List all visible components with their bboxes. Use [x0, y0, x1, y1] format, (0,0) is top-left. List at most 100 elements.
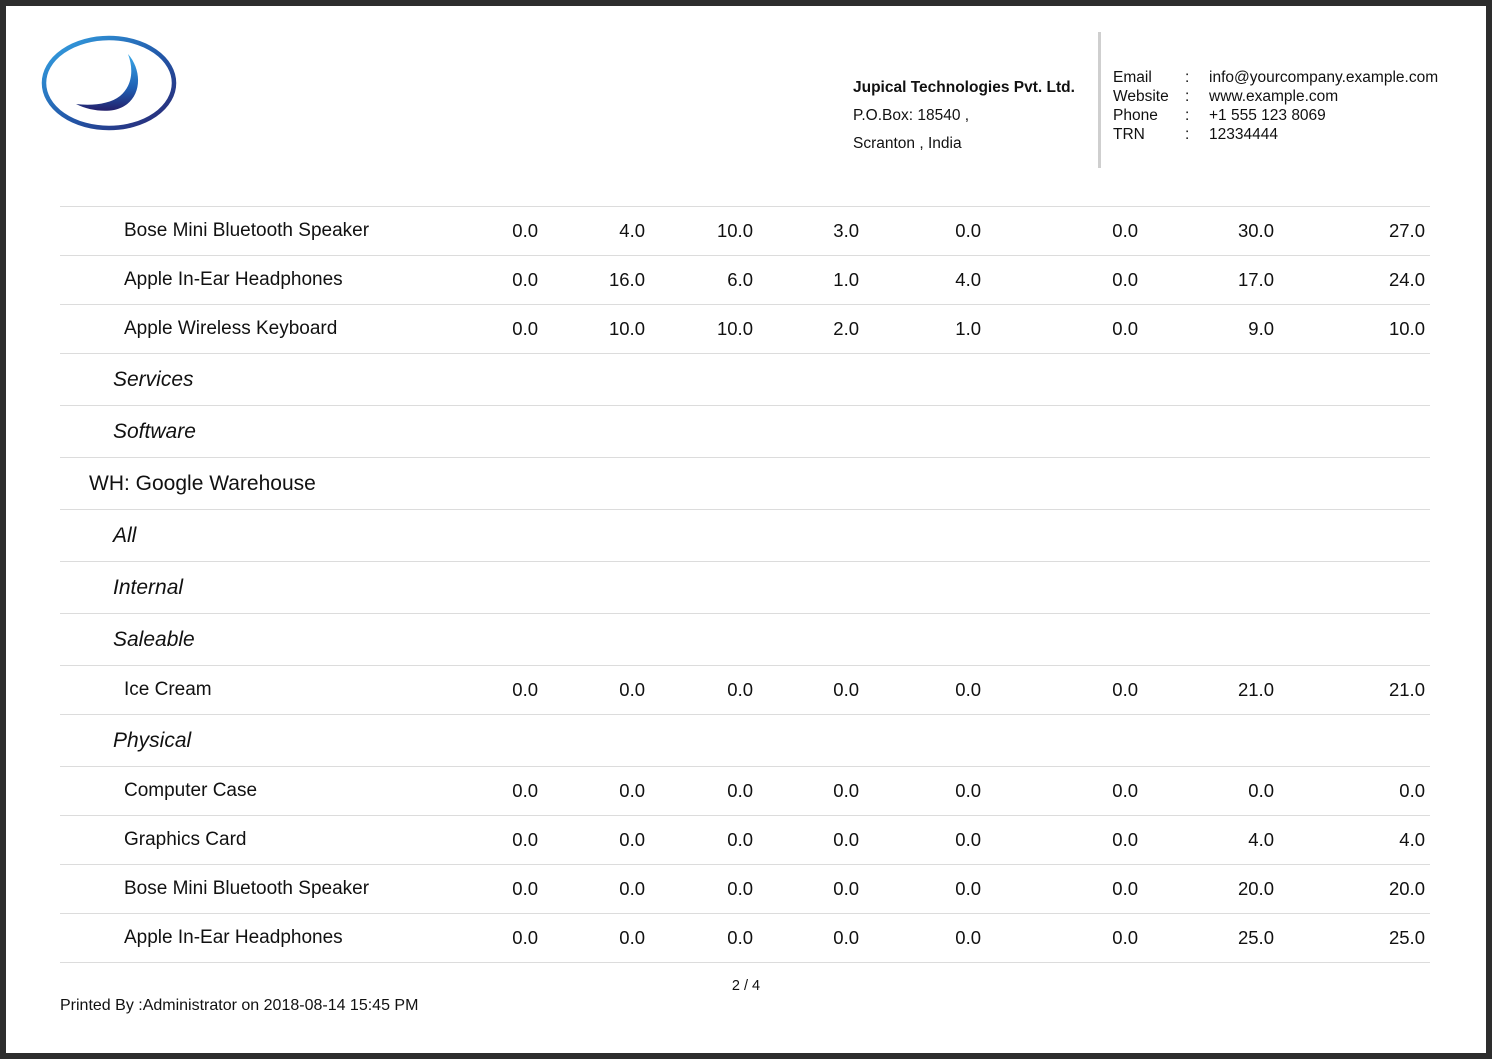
contact-label: Website	[1113, 87, 1185, 106]
qty-cell: 0.0	[1050, 914, 1138, 962]
category-name: Physical	[113, 715, 191, 766]
qty-cell: 2.0	[780, 305, 859, 353]
qty-cell: 0.0	[780, 767, 859, 815]
qty-cell: 0.0	[460, 865, 538, 913]
qty-cell: 0.0	[1050, 767, 1138, 815]
contact-label: Email	[1113, 68, 1185, 87]
qty-cell: 0.0	[1180, 767, 1274, 815]
category-row: Physical	[60, 714, 1430, 766]
qty-cell: 0.0	[1330, 767, 1425, 815]
contact-label: Phone	[1113, 106, 1185, 125]
contact-value: www.example.com	[1209, 88, 1338, 105]
category-name: Services	[113, 354, 194, 405]
qty-cell: 0.0	[890, 865, 981, 913]
product-row: Graphics Card 0.0 0.0 0.0 0.0 0.0 0.0 4.…	[60, 815, 1430, 864]
qty-cell: 0.0	[890, 207, 981, 255]
qty-cell: 21.0	[1180, 666, 1274, 714]
category-name: All	[113, 510, 136, 561]
product-name: Ice Cream	[124, 666, 212, 714]
qty-cell: 0.0	[670, 865, 753, 913]
qty-cell: 0.0	[460, 256, 538, 304]
qty-cell: 9.0	[1180, 305, 1274, 353]
page-number: 2 / 4	[706, 978, 786, 994]
qty-cell: 0.0	[890, 767, 981, 815]
product-row: Computer Case 0.0 0.0 0.0 0.0 0.0 0.0 0.…	[60, 766, 1430, 815]
product-row: Bose Mini Bluetooth Speaker 0.0 4.0 10.0…	[60, 206, 1430, 255]
category-row: Saleable	[60, 613, 1430, 665]
contact-separator: :	[1185, 125, 1209, 144]
qty-cell: 27.0	[1330, 207, 1425, 255]
qty-cell: 0.0	[1050, 816, 1138, 864]
contact-label: TRN	[1113, 125, 1185, 144]
qty-cell: 1.0	[890, 305, 981, 353]
qty-cell: 0.0	[560, 865, 645, 913]
contact-value: +1 555 123 8069	[1209, 107, 1326, 124]
qty-cell: 3.0	[780, 207, 859, 255]
qty-cell: 0.0	[780, 666, 859, 714]
product-row: Apple In-Ear Headphones 0.0 16.0 6.0 1.0…	[60, 255, 1430, 304]
qty-cell: 0.0	[1050, 305, 1138, 353]
qty-cell: 10.0	[670, 305, 753, 353]
category-row: Services	[60, 353, 1430, 405]
category-row: All	[60, 509, 1430, 561]
printed-by-footer: Printed By :Administrator on 2018-08-14 …	[60, 997, 418, 1015]
qty-cell: 0.0	[560, 816, 645, 864]
product-name: Apple In-Ear Headphones	[124, 914, 343, 962]
qty-cell: 0.0	[780, 914, 859, 962]
product-name: Apple Wireless Keyboard	[124, 305, 337, 353]
qty-cell: 30.0	[1180, 207, 1274, 255]
qty-cell: 0.0	[460, 305, 538, 353]
qty-cell: 16.0	[560, 256, 645, 304]
qty-cell: 0.0	[460, 914, 538, 962]
contact-row-website: Website: www.example.com	[1113, 87, 1438, 106]
qty-cell: 0.0	[890, 816, 981, 864]
warehouse-name: WH: Google Warehouse	[89, 458, 316, 509]
qty-cell: 6.0	[670, 256, 753, 304]
qty-cell: 0.0	[890, 914, 981, 962]
product-row: Ice Cream 0.0 0.0 0.0 0.0 0.0 0.0 21.0 2…	[60, 665, 1430, 714]
warehouse-row: WH: Google Warehouse	[60, 457, 1430, 509]
qty-cell: 0.0	[460, 207, 538, 255]
qty-cell: 10.0	[670, 207, 753, 255]
qty-cell: 20.0	[1180, 865, 1274, 913]
qty-cell: 4.0	[560, 207, 645, 255]
company-address-line2: Scranton , India	[853, 130, 1075, 158]
qty-cell: 0.0	[460, 767, 538, 815]
qty-cell: 0.0	[460, 666, 538, 714]
contact-row-email: Email: info@yourcompany.example.com	[1113, 68, 1438, 87]
category-name: Saleable	[113, 614, 195, 665]
qty-cell: 20.0	[1330, 865, 1425, 913]
qty-cell: 0.0	[670, 816, 753, 864]
contact-separator: :	[1185, 68, 1209, 87]
qty-cell: 1.0	[780, 256, 859, 304]
company-name: Jupical Technologies Pvt. Ltd.	[853, 74, 1075, 102]
contact-details: Email: info@yourcompany.example.com Websi…	[1113, 68, 1438, 144]
header-divider	[1098, 32, 1101, 168]
product-row: Apple In-Ear Headphones 0.0 0.0 0.0 0.0 …	[60, 913, 1430, 963]
qty-cell: 25.0	[1180, 914, 1274, 962]
qty-cell: 25.0	[1330, 914, 1425, 962]
category-name: Software	[113, 406, 196, 457]
contact-row-trn: TRN: 12334444	[1113, 125, 1438, 144]
contact-value: 12334444	[1209, 126, 1278, 143]
qty-cell: 24.0	[1330, 256, 1425, 304]
product-name: Graphics Card	[124, 816, 247, 864]
qty-cell: 0.0	[780, 816, 859, 864]
qty-cell: 17.0	[1180, 256, 1274, 304]
product-name: Bose Mini Bluetooth Speaker	[124, 207, 369, 255]
qty-cell: 0.0	[780, 865, 859, 913]
qty-cell: 0.0	[670, 767, 753, 815]
qty-cell: 4.0	[1330, 816, 1425, 864]
qty-cell: 0.0	[560, 666, 645, 714]
qty-cell: 0.0	[460, 816, 538, 864]
qty-cell: 0.0	[670, 914, 753, 962]
qty-cell: 10.0	[560, 305, 645, 353]
qty-cell: 21.0	[1330, 666, 1425, 714]
stock-report-table: Bose Mini Bluetooth Speaker 0.0 4.0 10.0…	[60, 206, 1430, 963]
product-row: Apple Wireless Keyboard 0.0 10.0 10.0 2.…	[60, 304, 1430, 353]
qty-cell: 0.0	[1050, 666, 1138, 714]
qty-cell: 4.0	[1180, 816, 1274, 864]
qty-cell: 10.0	[1330, 305, 1425, 353]
qty-cell: 0.0	[560, 914, 645, 962]
category-row: Software	[60, 405, 1430, 457]
